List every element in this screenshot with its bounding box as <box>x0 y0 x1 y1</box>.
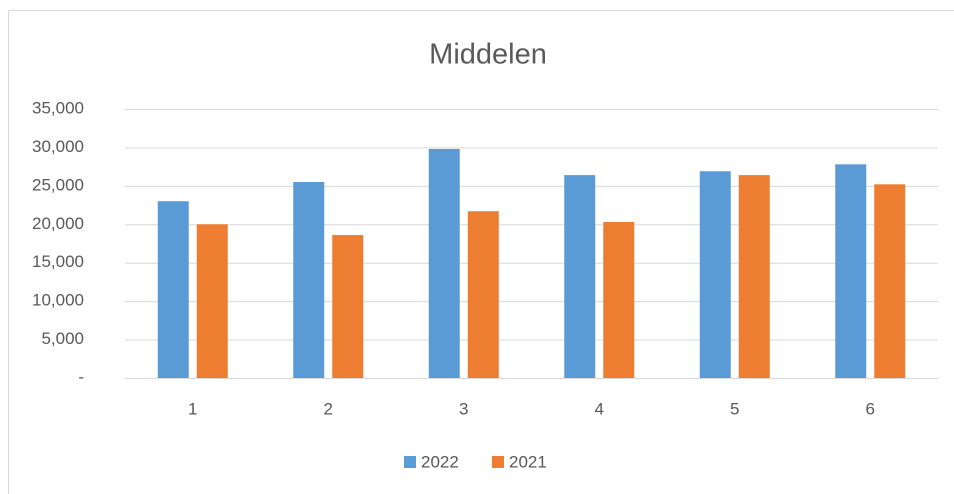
bar <box>332 235 364 378</box>
y-tick-label: 25,000 <box>32 175 84 194</box>
x-tick-label: 1 <box>188 399 197 418</box>
bar <box>564 175 596 378</box>
x-tick-label: 3 <box>459 399 468 418</box>
bar <box>835 164 867 378</box>
bar <box>874 184 906 378</box>
x-tick-label: 2 <box>324 399 333 418</box>
x-tick-label: 4 <box>595 399 604 418</box>
legend-swatch <box>492 456 504 468</box>
bar <box>428 148 460 378</box>
y-tick-label: 5,000 <box>41 329 84 348</box>
y-tick-label: 10,000 <box>32 291 84 310</box>
chart-title: Middelen <box>429 39 547 71</box>
bar <box>603 221 635 378</box>
bar <box>157 201 189 378</box>
bar <box>467 211 499 378</box>
legend-swatch <box>404 456 416 468</box>
legend-label: 2021 <box>509 452 547 471</box>
y-tick-label: - <box>78 367 84 386</box>
bar <box>699 171 731 378</box>
y-tick-label: 20,000 <box>32 214 84 233</box>
y-tick-label: 35,000 <box>32 98 84 117</box>
bar <box>293 182 325 378</box>
x-tick-label: 6 <box>866 399 875 418</box>
y-tick-label: 30,000 <box>32 137 84 156</box>
legend-label: 2022 <box>421 452 459 471</box>
bar <box>738 175 770 378</box>
x-tick-label: 5 <box>730 399 739 418</box>
bar <box>196 224 228 378</box>
y-tick-label: 15,000 <box>32 252 84 271</box>
